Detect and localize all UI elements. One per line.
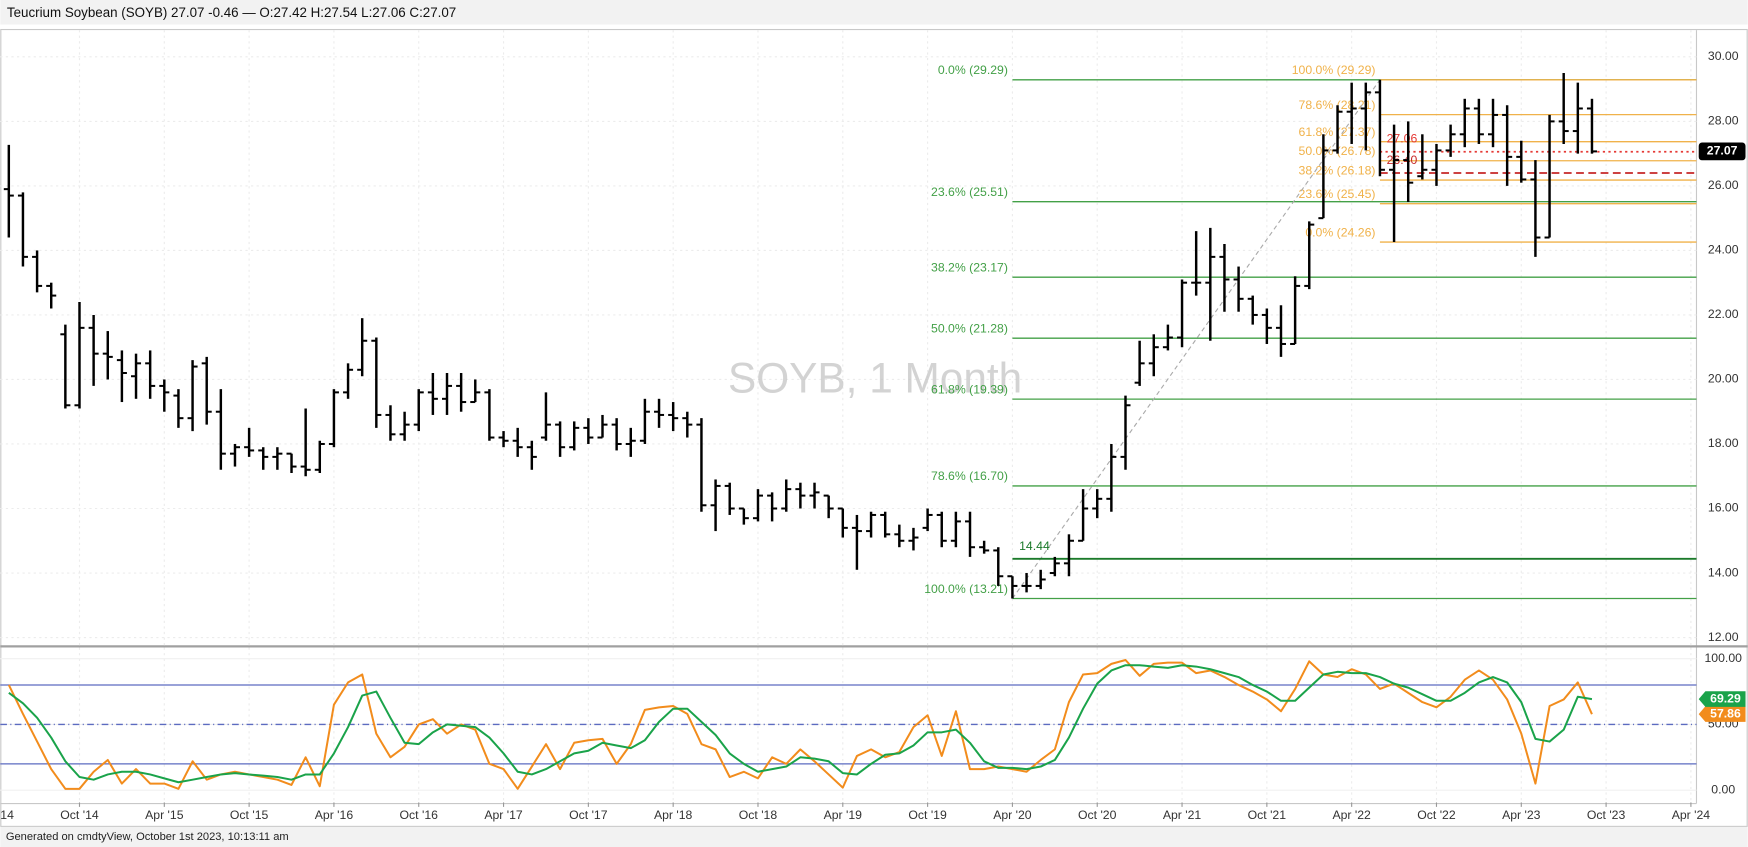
y-tick-label: 20.00 — [1708, 372, 1739, 386]
x-tick-label: Oct '22 — [1417, 808, 1456, 822]
x-tick-label: Apr '19 — [824, 808, 863, 822]
value-tag-label: 57.86 — [1710, 706, 1741, 720]
value-tag — [1698, 706, 1746, 722]
level-label: 14.44 — [1019, 539, 1050, 553]
x-tick-label: Apr '14 — [0, 808, 14, 822]
fib-label: 61.8% (19.39) — [931, 382, 1008, 396]
oscillator-line — [8, 664, 1593, 784]
fib-label: 23.6% (25.45) — [1299, 187, 1376, 201]
x-tick-label: Apr '20 — [993, 808, 1032, 822]
x-tick-label: Oct '19 — [908, 808, 947, 822]
fib-label: 100.0% (29.29) — [1292, 63, 1376, 77]
fib-label: 38.2% (23.17) — [931, 261, 1008, 275]
y-tick-label: 26.00 — [1708, 178, 1739, 192]
watermark: SOYB, 1 Month — [728, 354, 1022, 401]
footer-text: Generated on cmdtyView, October 1st 2023… — [6, 831, 289, 843]
header-bar — [0, 0, 1748, 25]
x-tick-label: Oct '21 — [1248, 808, 1287, 822]
x-tick-label: Apr '23 — [1502, 808, 1541, 822]
y-tick-label: 24.00 — [1708, 243, 1739, 257]
value-tag — [1698, 691, 1746, 707]
y-tick-label: 14.00 — [1708, 565, 1739, 579]
y-tick-label: 22.00 — [1708, 307, 1739, 321]
y-tick-label: 28.00 — [1708, 114, 1739, 128]
x-tick-label: Apr '18 — [654, 808, 693, 822]
x-tick-label: Oct '14 — [60, 808, 99, 822]
fib-label: 50.0% (21.28) — [931, 321, 1008, 335]
y-tick-label: 18.00 — [1708, 436, 1739, 450]
x-tick-label: Oct '23 — [1587, 808, 1626, 822]
fib-label: 100.0% (13.21) — [924, 582, 1008, 596]
footer-bar — [0, 826, 1748, 847]
y-tick-label: 12.00 — [1708, 630, 1739, 644]
x-tick-label: Apr '21 — [1163, 808, 1202, 822]
x-tick-label: Apr '24 — [1672, 808, 1711, 822]
fib-label: 0.0% (29.29) — [938, 63, 1008, 77]
fib-label: 23.6% (25.51) — [931, 185, 1008, 199]
x-tick-label: Apr '17 — [484, 808, 523, 822]
x-tick-label: Oct '20 — [1078, 808, 1117, 822]
oscillator-line — [7, 658, 1593, 790]
y2-tick-label: 100.00 — [1704, 651, 1742, 665]
x-tick-label: Oct '16 — [400, 808, 439, 822]
chart-frame — [0, 28, 1748, 827]
y2-tick-label: 0.00 — [1711, 782, 1735, 796]
level-label: 27.06 — [1387, 132, 1418, 146]
fib-label: 0.0% (24.26) — [1305, 225, 1375, 239]
x-tick-label: Oct '15 — [230, 808, 269, 822]
fib-label: 38.2% (26.18) — [1299, 163, 1376, 177]
y-tick-label: 30.00 — [1708, 49, 1739, 63]
value-tag-label: 69.29 — [1710, 691, 1741, 705]
x-tick-label: Apr '22 — [1332, 808, 1371, 822]
fib-label: 78.6% (16.70) — [931, 469, 1008, 483]
x-tick-label: Apr '16 — [315, 808, 354, 822]
x-tick-label: Oct '17 — [569, 808, 608, 822]
chart-title: Teucrium Soybean (SOYB) 27.07 -0.46 — O:… — [7, 5, 456, 20]
x-tick-label: Oct '18 — [739, 808, 778, 822]
x-tick-label: Apr '15 — [145, 808, 184, 822]
trend-line — [1011, 79, 1381, 599]
level-label: 26.40 — [1387, 153, 1418, 167]
price-tag-label: 27.07 — [1707, 144, 1738, 158]
y-tick-label: 16.00 — [1708, 501, 1739, 515]
price-tag — [1698, 142, 1746, 161]
